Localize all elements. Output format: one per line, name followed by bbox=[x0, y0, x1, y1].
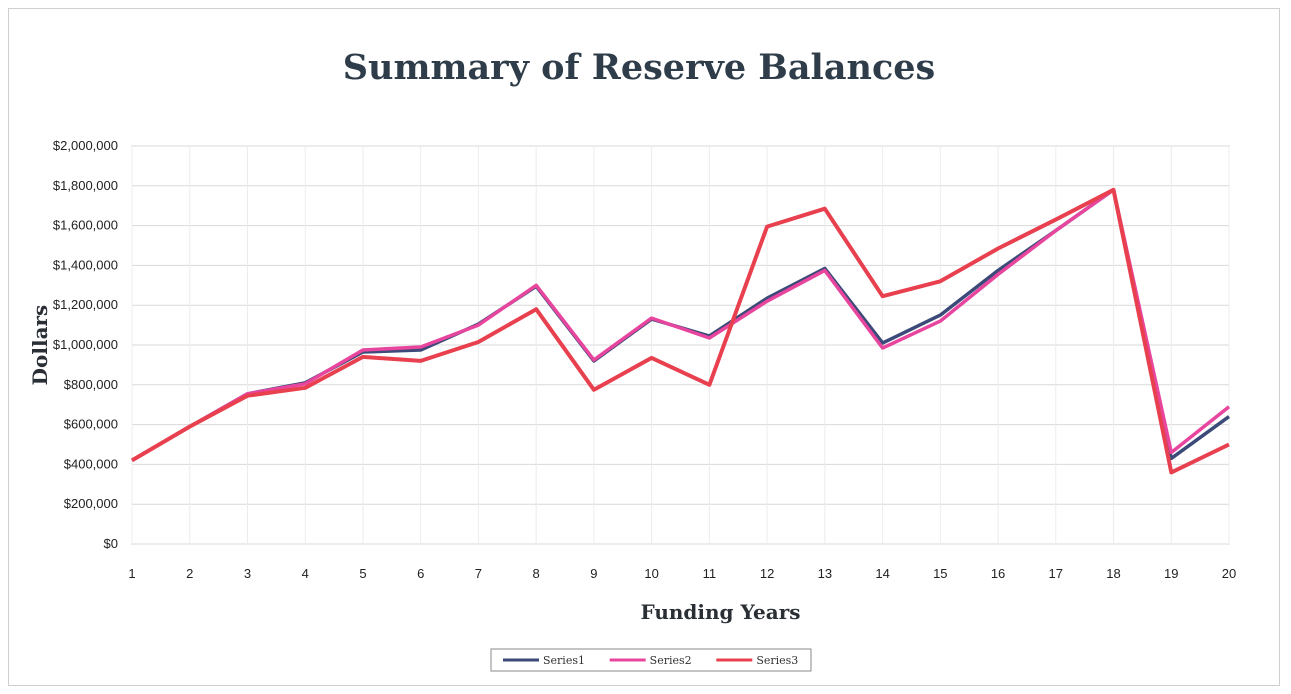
x-tick-label: 4 bbox=[302, 566, 309, 581]
x-tick-label: 19 bbox=[1164, 566, 1178, 581]
line-chart: $0 $200,000 $400,000 $600,000 $800,000 $1,000… bbox=[28, 138, 1236, 672]
series-line-2 bbox=[131, 188, 1231, 462]
y-tick-label: $2,000,000 bbox=[53, 138, 118, 153]
y-tick-label: $600,000 bbox=[64, 417, 118, 432]
x-tick-label: 12 bbox=[760, 566, 774, 581]
x-tick-label: 14 bbox=[875, 566, 889, 581]
x-tick-label: 3 bbox=[244, 566, 251, 581]
y-tick-label: $200,000 bbox=[64, 496, 118, 511]
chart-title: Summary of Reserve Balances bbox=[342, 47, 936, 88]
y-tick-label: $1,800,000 bbox=[53, 178, 118, 193]
chart-frame: Summary of Reserve Balances $0 $200,000 $4… bbox=[8, 8, 1280, 686]
legend-label: Series1 bbox=[543, 654, 585, 667]
y-tick-label: $1,600,000 bbox=[53, 218, 118, 233]
x-tick-label: 1 bbox=[128, 566, 135, 581]
x-tick-label: 17 bbox=[1049, 566, 1063, 581]
x-tick-label: 18 bbox=[1106, 566, 1120, 581]
x-axis-label: Funding Years bbox=[640, 600, 800, 624]
x-tick-label: 8 bbox=[533, 566, 540, 581]
x-tick-label: 5 bbox=[359, 566, 366, 581]
legend-box bbox=[490, 648, 812, 672]
y-tick-label: $1,000,000 bbox=[53, 337, 118, 352]
y-tick-label: $400,000 bbox=[64, 456, 118, 471]
x-tick-label: 20 bbox=[1222, 566, 1236, 581]
legend-label: Series2 bbox=[650, 654, 692, 667]
x-tick-label: 11 bbox=[703, 566, 717, 581]
y-tick-label: $1,200,000 bbox=[53, 297, 118, 312]
x-tick-label: 2 bbox=[186, 566, 193, 581]
x-tick-label: 6 bbox=[417, 566, 424, 581]
series-line-3 bbox=[130, 187, 1230, 475]
y-tick-label: $0 bbox=[104, 536, 118, 551]
y-tick-label: $1,400,000 bbox=[53, 257, 118, 272]
legend: Series1 Series2 Series3 bbox=[490, 648, 812, 672]
x-tick-label: 10 bbox=[644, 566, 658, 581]
x-tick-label: 13 bbox=[818, 566, 832, 581]
x-tick-label: 7 bbox=[475, 566, 482, 581]
y-tick-label: $800,000 bbox=[64, 377, 118, 392]
x-tick-label: 15 bbox=[933, 566, 947, 581]
legend-label: Series3 bbox=[756, 654, 798, 667]
x-tick-label: 16 bbox=[991, 566, 1005, 581]
x-tick-label: 9 bbox=[590, 566, 597, 581]
y-axis-label: Dollars bbox=[28, 305, 52, 386]
